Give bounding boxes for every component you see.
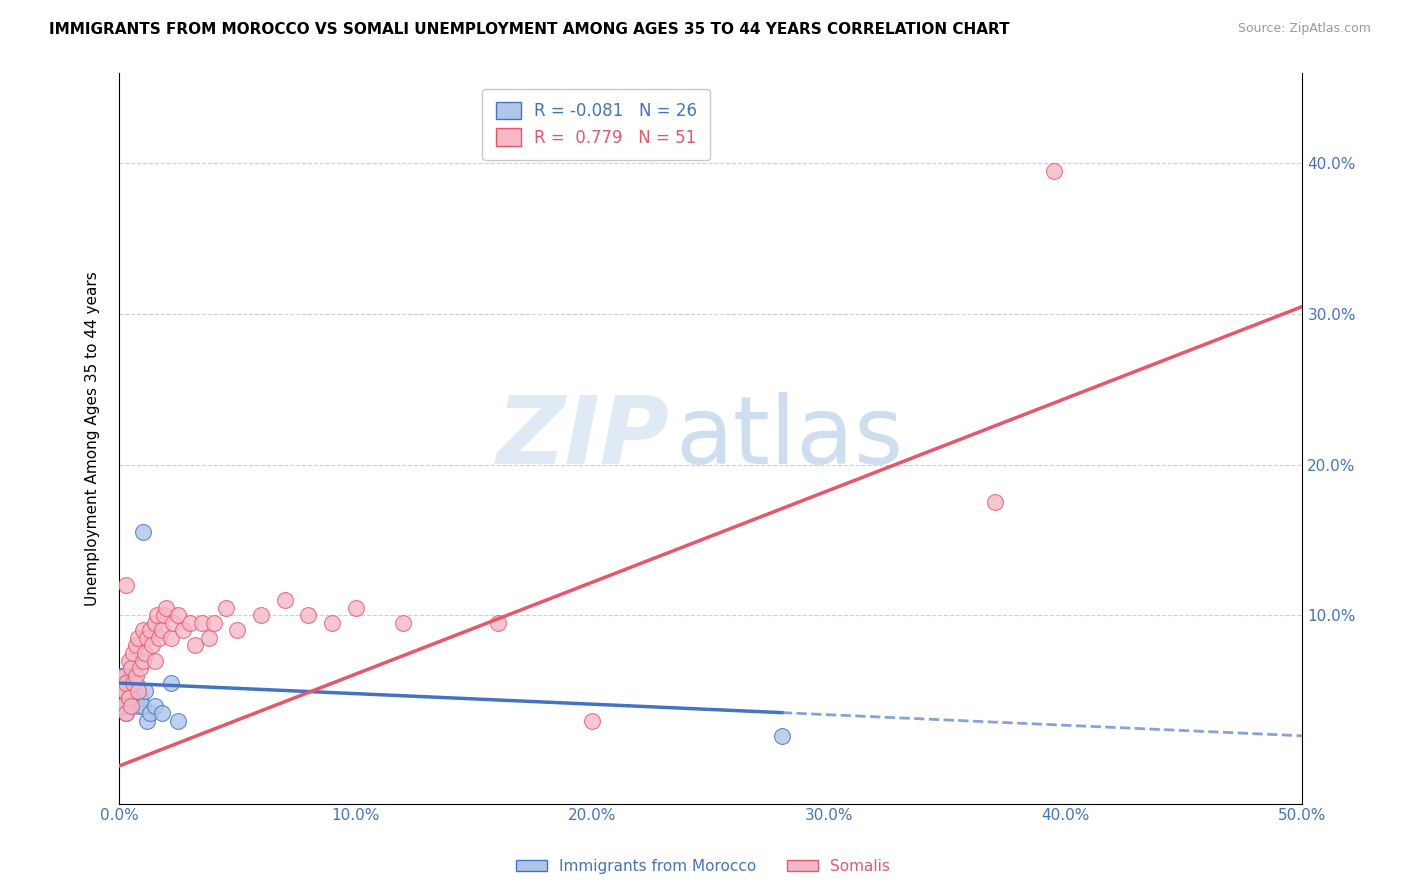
Point [115,578,138,592]
Point [117,691,139,706]
Point [134,646,156,660]
Text: ZIP: ZIP [496,392,669,484]
Point [770,729,793,743]
Point [115,706,138,721]
Point [486,615,509,630]
Point [132,653,155,667]
Point [984,495,1007,509]
Point [132,525,155,540]
Point [198,631,221,645]
Point [581,714,603,728]
Point [122,646,145,660]
Point [250,608,273,623]
Point [162,615,184,630]
Point [117,691,139,706]
Point [150,624,173,638]
Point [112,676,135,690]
Point [112,668,135,682]
Point [117,676,139,690]
Point [160,631,183,645]
Point [132,698,155,713]
Point [120,698,142,713]
Point [1043,164,1066,178]
Point [120,661,142,675]
Point [160,676,183,690]
Point [167,608,190,623]
Point [179,615,201,630]
Point [124,668,146,682]
Point [202,615,225,630]
Point [124,691,146,706]
Point [167,714,190,728]
Point [214,600,236,615]
Point [120,698,142,713]
Y-axis label: Unemployment Among Ages 35 to 44 years: Unemployment Among Ages 35 to 44 years [86,271,100,606]
Point [129,661,152,675]
Point [132,624,155,638]
Point [392,615,415,630]
Point [127,683,149,698]
Point [139,706,162,721]
Text: Source: ZipAtlas.com: Source: ZipAtlas.com [1237,22,1371,36]
Text: IMMIGRANTS FROM MOROCCO VS SOMALI UNEMPLOYMENT AMONG AGES 35 TO 44 YEARS CORRELA: IMMIGRANTS FROM MOROCCO VS SOMALI UNEMPL… [49,22,1010,37]
Legend: Immigrants from Morocco, Somalis: Immigrants from Morocco, Somalis [510,853,896,880]
Point [124,676,146,690]
Point [127,631,149,645]
Legend: R = -0.081   N = 26, R =  0.779   N = 51: R = -0.081 N = 26, R = 0.779 N = 51 [482,88,710,160]
Point [122,661,145,675]
Point [172,624,194,638]
Point [148,631,170,645]
Point [153,608,176,623]
Point [226,624,249,638]
Point [150,706,173,721]
Point [155,600,177,615]
Point [117,653,139,667]
Point [122,683,145,698]
Point [143,615,166,630]
Point [112,698,135,713]
Point [127,698,149,713]
Point [134,683,156,698]
Point [139,624,162,638]
Point [146,608,169,623]
Point [274,593,297,607]
Point [143,653,166,667]
Text: atlas: atlas [675,392,904,484]
Point [112,683,135,698]
Point [141,639,163,653]
Point [115,706,138,721]
Point [115,676,138,690]
Point [122,676,145,690]
Point [124,639,146,653]
Point [129,691,152,706]
Point [110,668,132,682]
Point [344,600,367,615]
Point [191,615,214,630]
Point [127,683,149,698]
Point [110,698,132,713]
Point [297,608,319,623]
Point [184,639,207,653]
Point [136,714,159,728]
Point [321,615,343,630]
Point [143,698,166,713]
Point [120,668,142,682]
Point [136,631,159,645]
Point [115,683,138,698]
